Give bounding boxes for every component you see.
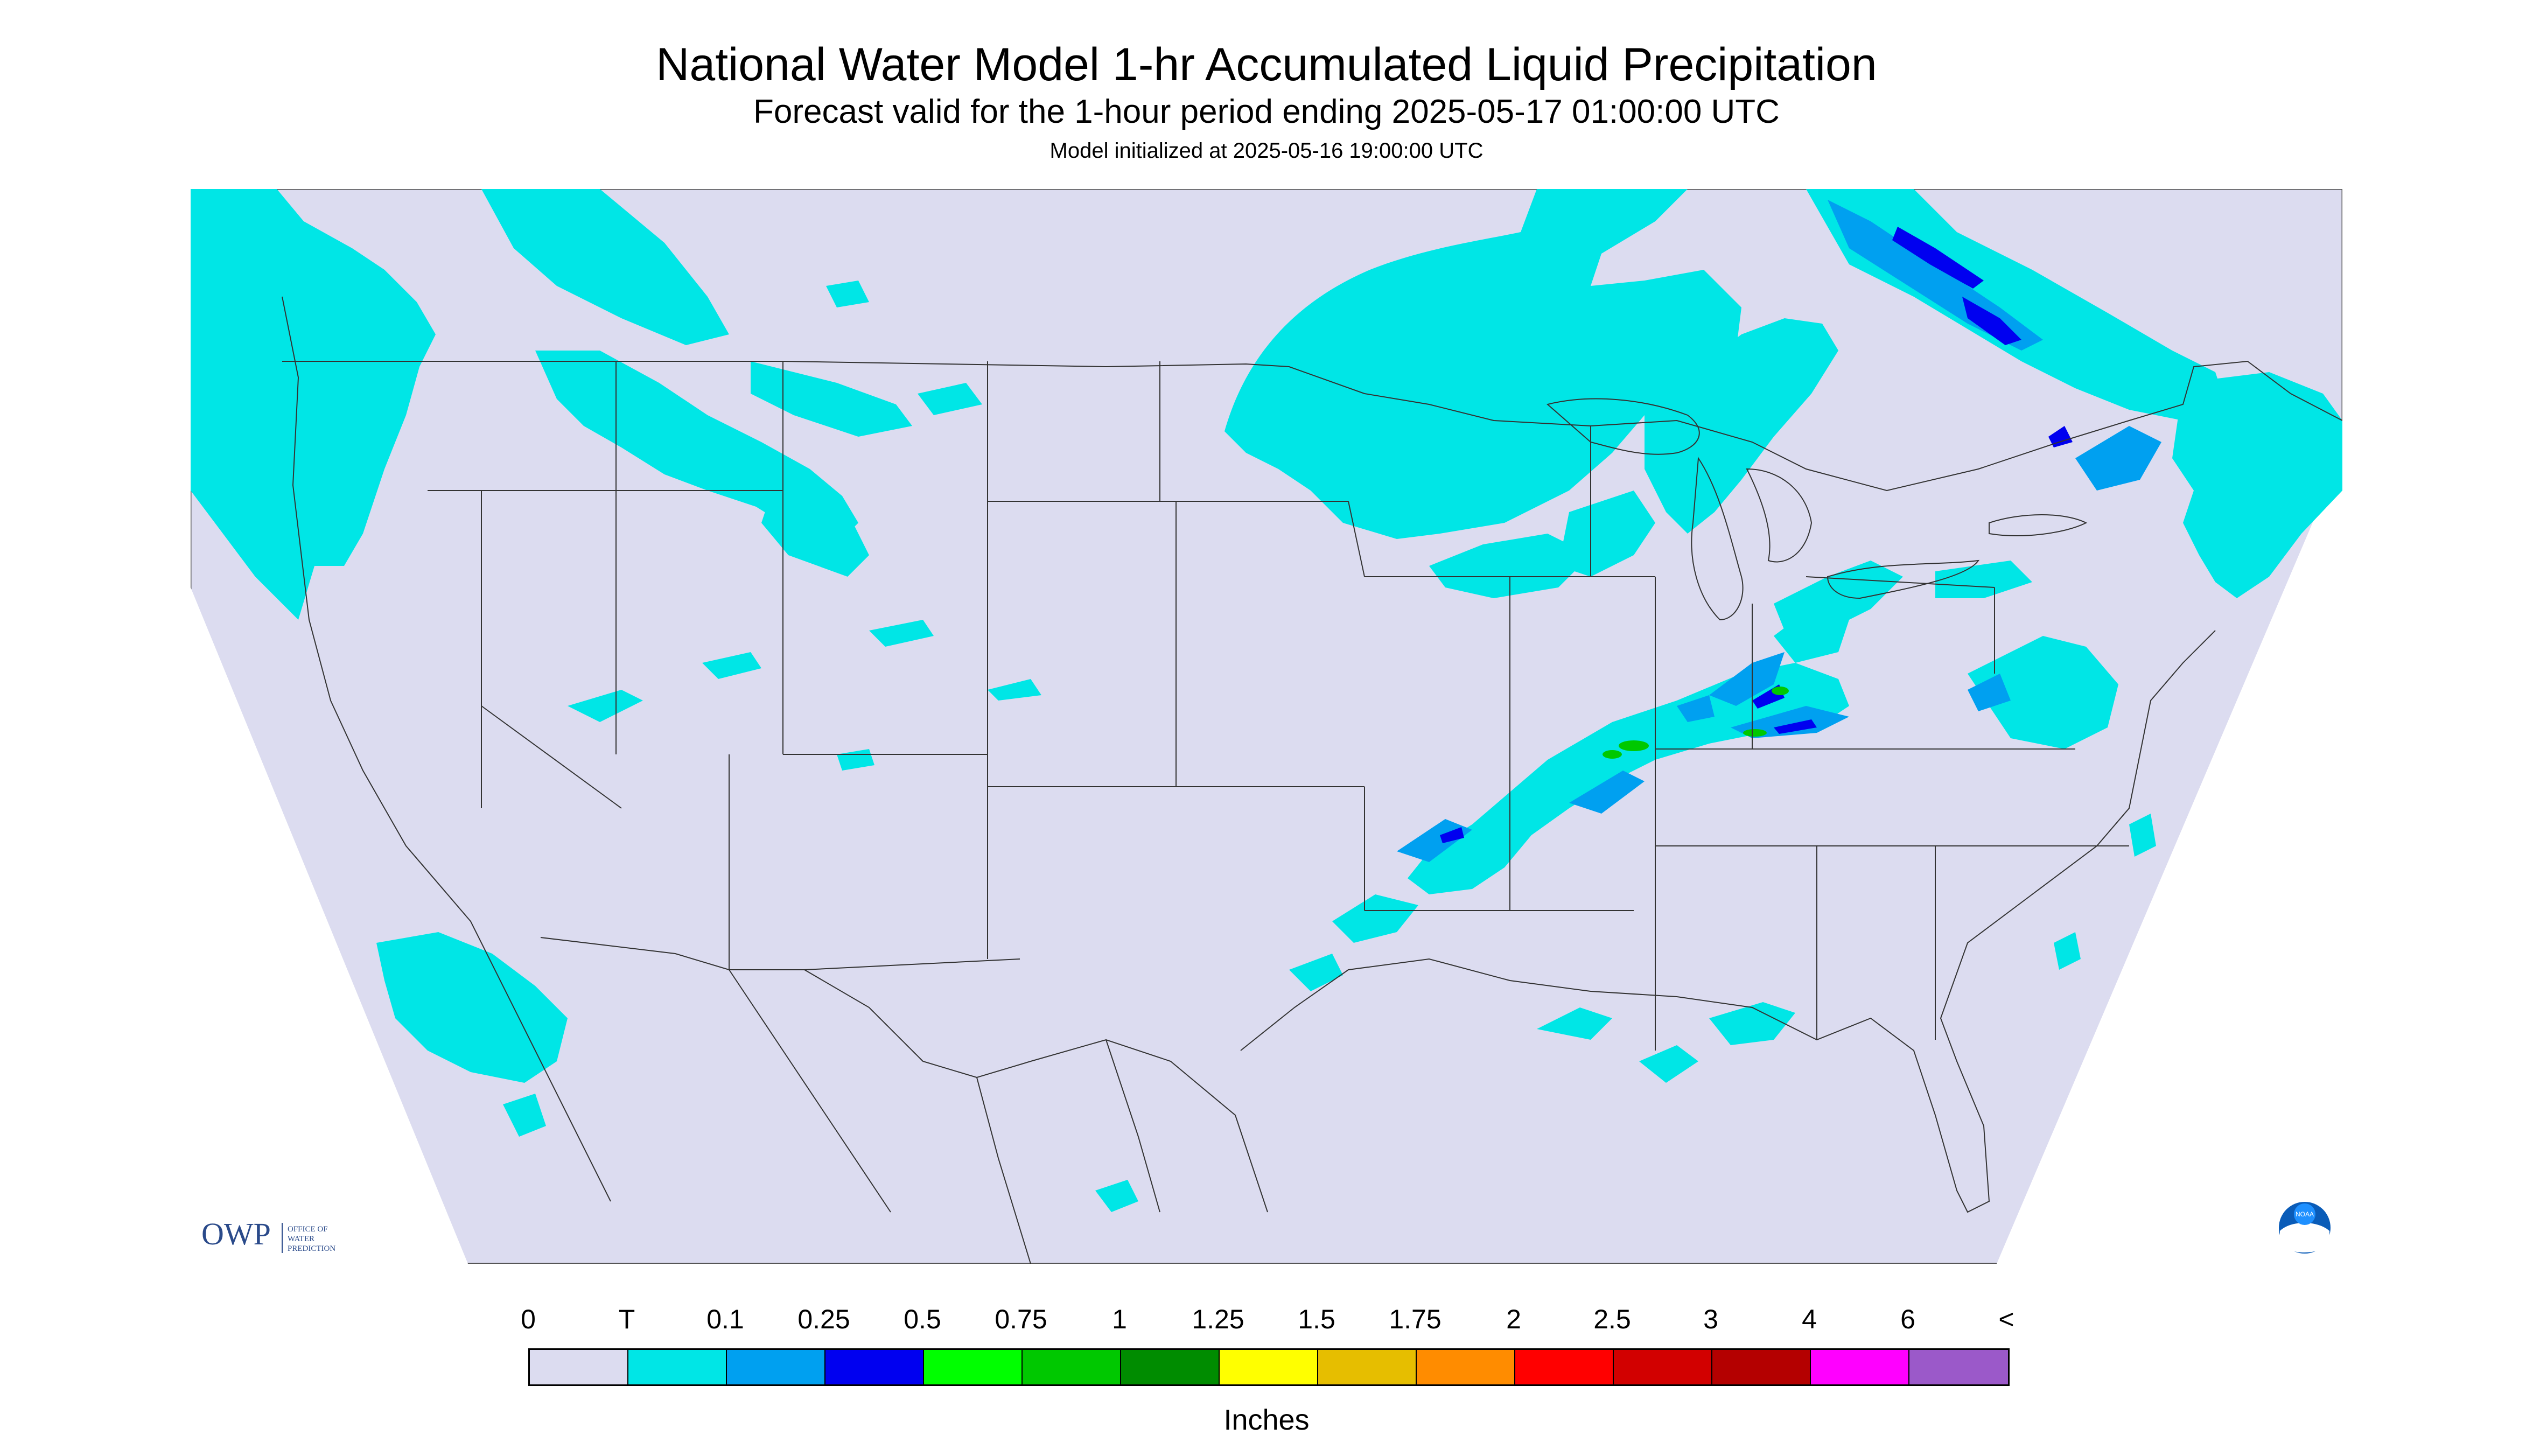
precip-heavy-areas [1603, 687, 1789, 759]
legend-swatch [1909, 1350, 2008, 1384]
model-init-text: Model initialized at 2025-05-16 19:00:00… [1049, 139, 1484, 163]
domain-mask-left [191, 587, 468, 1264]
legend-swatch [1614, 1350, 1712, 1384]
legend-swatch [1023, 1350, 1121, 1384]
legend-swatch [1318, 1350, 1417, 1384]
legend-label-1.75: 1.75 [1389, 1304, 1442, 1334]
legend-swatch [1811, 1350, 1909, 1384]
legend-swatch [924, 1350, 1023, 1384]
precip-trace-areas [191, 189, 2342, 1212]
noaa-logo: NOAA [2279, 1202, 2331, 1254]
forecast-valid-subtitle: Forecast valid for the 1-hour period end… [753, 93, 1780, 130]
legend-swatch [1220, 1350, 1318, 1384]
legend-label-2.5: 2.5 [1593, 1304, 1631, 1334]
owp-logo-subtext-3: PREDICTION [288, 1244, 335, 1253]
legend-label-1.5: 1.5 [1298, 1304, 1335, 1334]
legend-label-2: 2 [1506, 1304, 1521, 1334]
owp-logo-subtext-1: OFFICE OF [288, 1225, 328, 1234]
noaa-logo-text: NOAA [2296, 1210, 2314, 1218]
legend-swatch [1417, 1350, 1515, 1384]
legend-label-4: 4 [1802, 1304, 1817, 1334]
legend-swatch [727, 1350, 825, 1384]
legend-swatch [1712, 1350, 1811, 1384]
legend-swatch [1121, 1350, 1220, 1384]
legend-label-0.25: 0.25 [797, 1304, 850, 1334]
owp-logo-subtext-2: WATER [288, 1235, 314, 1243]
legend-swatch [530, 1350, 628, 1384]
legend-label-0.1: 0.1 [706, 1304, 744, 1334]
legend-label-max: < [1998, 1304, 2014, 1334]
precipitation-map: OWP OFFICE OF WATER PREDICTION NOAA [191, 189, 2342, 1264]
legend-swatch [1515, 1350, 1614, 1384]
legend-label-0.75: 0.75 [995, 1304, 1047, 1334]
legend-label-0: 0 [521, 1304, 536, 1334]
legend-label-1.25: 1.25 [1192, 1304, 1244, 1334]
legend-label-trace: T [618, 1304, 635, 1334]
precip-moderate-areas [1440, 227, 2073, 843]
owp-logo: OWP OFFICE OF WATER PREDICTION [201, 1216, 335, 1253]
legend-units: Inches [1223, 1404, 1310, 1436]
legend-label-1: 1 [1112, 1304, 1127, 1334]
legend-swatch [825, 1350, 924, 1384]
owp-logo-text: OWP [201, 1216, 271, 1251]
legend-swatch [628, 1350, 727, 1384]
political-boundaries [282, 296, 2342, 1264]
legend-label-6: 6 [1900, 1304, 1915, 1334]
domain-mask-right [1997, 453, 2342, 1264]
legend-label-0.5: 0.5 [904, 1304, 941, 1334]
legend-colorbar [528, 1348, 2010, 1386]
map-title: National Water Model 1-hr Accumulated Li… [656, 39, 1877, 90]
legend-label-3: 3 [1703, 1304, 1718, 1334]
